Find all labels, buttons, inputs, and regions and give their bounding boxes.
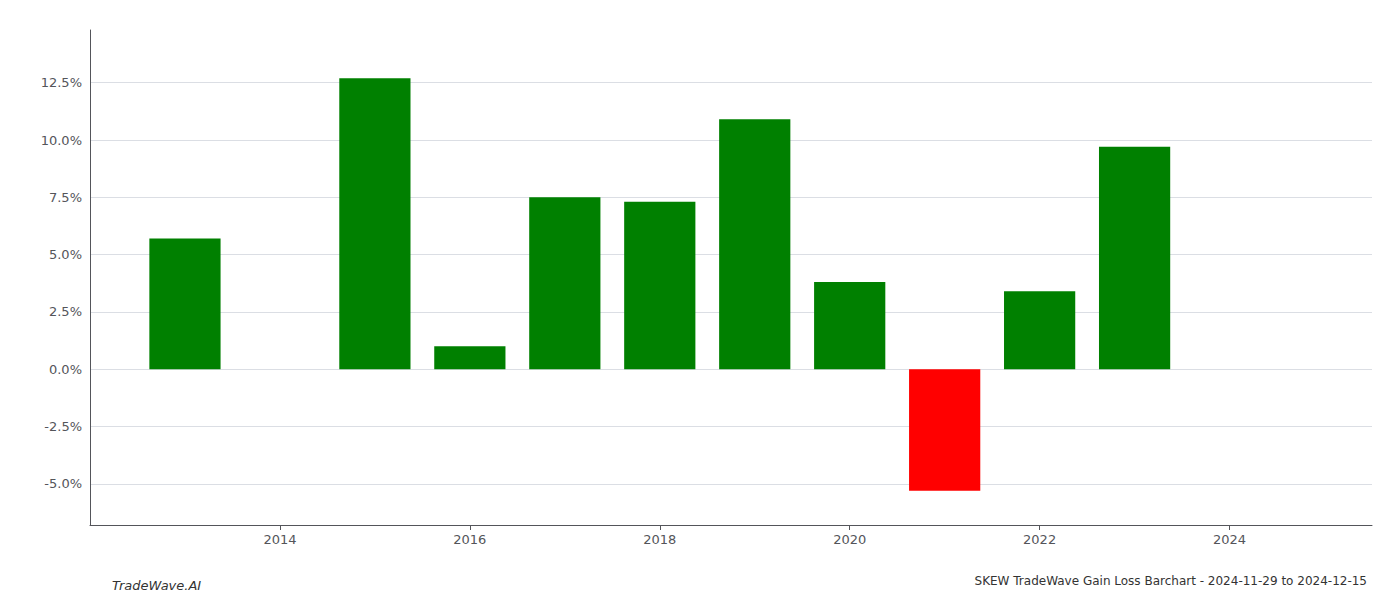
svg-text:2.5%: 2.5%: [49, 304, 82, 319]
svg-text:2014: 2014: [263, 532, 296, 547]
svg-text:0.0%: 0.0%: [49, 362, 82, 377]
svg-text:10.0%: 10.0%: [41, 133, 82, 148]
svg-text:2020: 2020: [833, 532, 866, 547]
svg-text:-2.5%: -2.5%: [44, 419, 82, 434]
svg-text:-5.0%: -5.0%: [44, 476, 82, 491]
svg-text:2024: 2024: [1213, 532, 1246, 547]
svg-text:2018: 2018: [643, 532, 676, 547]
svg-text:SKEW TradeWave Gain Loss Barch: SKEW TradeWave Gain Loss Barchart - 2024…: [975, 574, 1367, 588]
svg-text:5.0%: 5.0%: [49, 247, 82, 262]
svg-text:TradeWave.AI: TradeWave.AI: [112, 578, 201, 593]
svg-text:7.5%: 7.5%: [49, 190, 82, 205]
svg-text:2016: 2016: [453, 532, 486, 547]
svg-text:2022: 2022: [1023, 532, 1056, 547]
svg-text:12.5%: 12.5%: [41, 75, 82, 90]
